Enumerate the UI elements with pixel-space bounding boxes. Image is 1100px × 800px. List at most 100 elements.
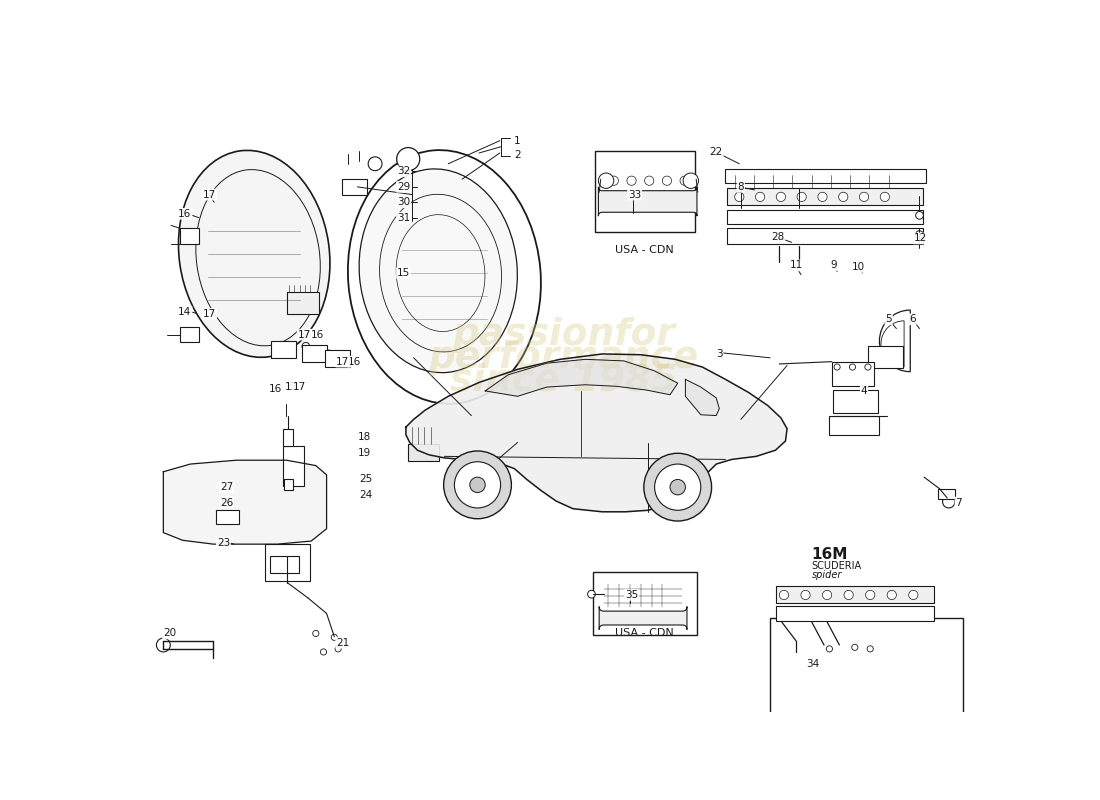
- Polygon shape: [163, 460, 327, 544]
- Text: performance: performance: [429, 340, 698, 376]
- Circle shape: [834, 364, 840, 370]
- Text: 17: 17: [202, 190, 217, 199]
- Bar: [727, 210, 923, 224]
- Circle shape: [798, 192, 806, 202]
- Circle shape: [368, 157, 382, 170]
- Circle shape: [222, 498, 232, 507]
- Circle shape: [320, 649, 327, 655]
- Circle shape: [866, 590, 874, 599]
- Bar: [265, 544, 310, 581]
- Ellipse shape: [359, 169, 517, 373]
- Bar: [593, 572, 697, 635]
- Circle shape: [680, 176, 690, 186]
- Bar: [180, 229, 199, 244]
- Bar: [594, 151, 695, 232]
- Polygon shape: [485, 359, 678, 396]
- Bar: [301, 345, 327, 362]
- Circle shape: [683, 173, 698, 188]
- Text: 31: 31: [397, 213, 410, 222]
- Circle shape: [826, 646, 833, 652]
- Text: 33: 33: [628, 190, 641, 199]
- Text: 16: 16: [268, 383, 282, 394]
- Circle shape: [156, 638, 170, 652]
- Text: 4: 4: [860, 386, 868, 396]
- Text: 14: 14: [178, 306, 191, 317]
- Circle shape: [838, 192, 848, 202]
- Text: 25: 25: [360, 474, 373, 485]
- Circle shape: [817, 192, 827, 202]
- Text: 34: 34: [806, 659, 820, 670]
- Text: 32: 32: [397, 166, 410, 177]
- Circle shape: [909, 590, 917, 599]
- Text: 17: 17: [298, 330, 311, 340]
- Polygon shape: [406, 354, 788, 512]
- Bar: [727, 229, 923, 244]
- Circle shape: [844, 590, 854, 599]
- FancyBboxPatch shape: [600, 606, 686, 630]
- Circle shape: [282, 346, 289, 354]
- Circle shape: [331, 634, 338, 640]
- Text: 18: 18: [358, 432, 371, 442]
- Text: 28: 28: [771, 232, 784, 242]
- Text: 15: 15: [397, 268, 410, 278]
- Text: 5: 5: [886, 314, 892, 324]
- Circle shape: [865, 364, 871, 370]
- Circle shape: [779, 590, 789, 599]
- Circle shape: [336, 646, 341, 652]
- Circle shape: [849, 364, 856, 370]
- Circle shape: [801, 590, 810, 599]
- Text: 6: 6: [910, 314, 916, 324]
- Wedge shape: [881, 321, 904, 367]
- Bar: [726, 169, 926, 183]
- FancyBboxPatch shape: [598, 187, 697, 216]
- Text: 21: 21: [337, 638, 350, 648]
- Text: 23: 23: [217, 538, 230, 547]
- Bar: [727, 188, 923, 206]
- Bar: [284, 479, 294, 490]
- Text: 12: 12: [914, 234, 927, 243]
- Text: 22: 22: [710, 147, 723, 158]
- Text: 16M: 16M: [812, 546, 848, 562]
- Text: 8: 8: [737, 182, 745, 192]
- Bar: [834, 390, 878, 414]
- Circle shape: [598, 173, 614, 188]
- Circle shape: [644, 454, 712, 521]
- Text: 29: 29: [397, 182, 410, 192]
- Bar: [832, 362, 875, 386]
- Circle shape: [654, 464, 701, 510]
- Circle shape: [867, 646, 873, 652]
- Wedge shape: [880, 310, 911, 372]
- Circle shape: [587, 590, 595, 598]
- Bar: [777, 606, 934, 621]
- Text: 35: 35: [625, 590, 638, 600]
- Text: USA - CDN: USA - CDN: [615, 629, 674, 638]
- Circle shape: [823, 590, 832, 599]
- Bar: [283, 446, 305, 486]
- Ellipse shape: [178, 150, 330, 358]
- Bar: [286, 292, 319, 314]
- Text: since 1985: since 1985: [450, 363, 678, 399]
- Text: 17: 17: [293, 382, 306, 392]
- Text: 7: 7: [956, 498, 962, 507]
- Circle shape: [915, 211, 923, 219]
- Circle shape: [312, 630, 319, 637]
- Bar: [777, 586, 934, 603]
- Text: 2: 2: [514, 150, 521, 159]
- Circle shape: [887, 590, 896, 599]
- Bar: [271, 341, 296, 358]
- Circle shape: [470, 477, 485, 493]
- Bar: [938, 489, 955, 499]
- Circle shape: [777, 192, 785, 202]
- Text: SCUDERIA: SCUDERIA: [812, 561, 861, 570]
- Bar: [216, 510, 239, 524]
- Circle shape: [326, 350, 332, 358]
- Circle shape: [670, 479, 685, 495]
- Text: 26: 26: [220, 498, 233, 507]
- Circle shape: [301, 342, 310, 350]
- Text: 3: 3: [716, 349, 723, 359]
- Circle shape: [851, 644, 858, 650]
- Circle shape: [735, 192, 744, 202]
- Bar: [770, 618, 962, 732]
- Text: USA - CDN: USA - CDN: [615, 245, 674, 255]
- Bar: [868, 346, 902, 368]
